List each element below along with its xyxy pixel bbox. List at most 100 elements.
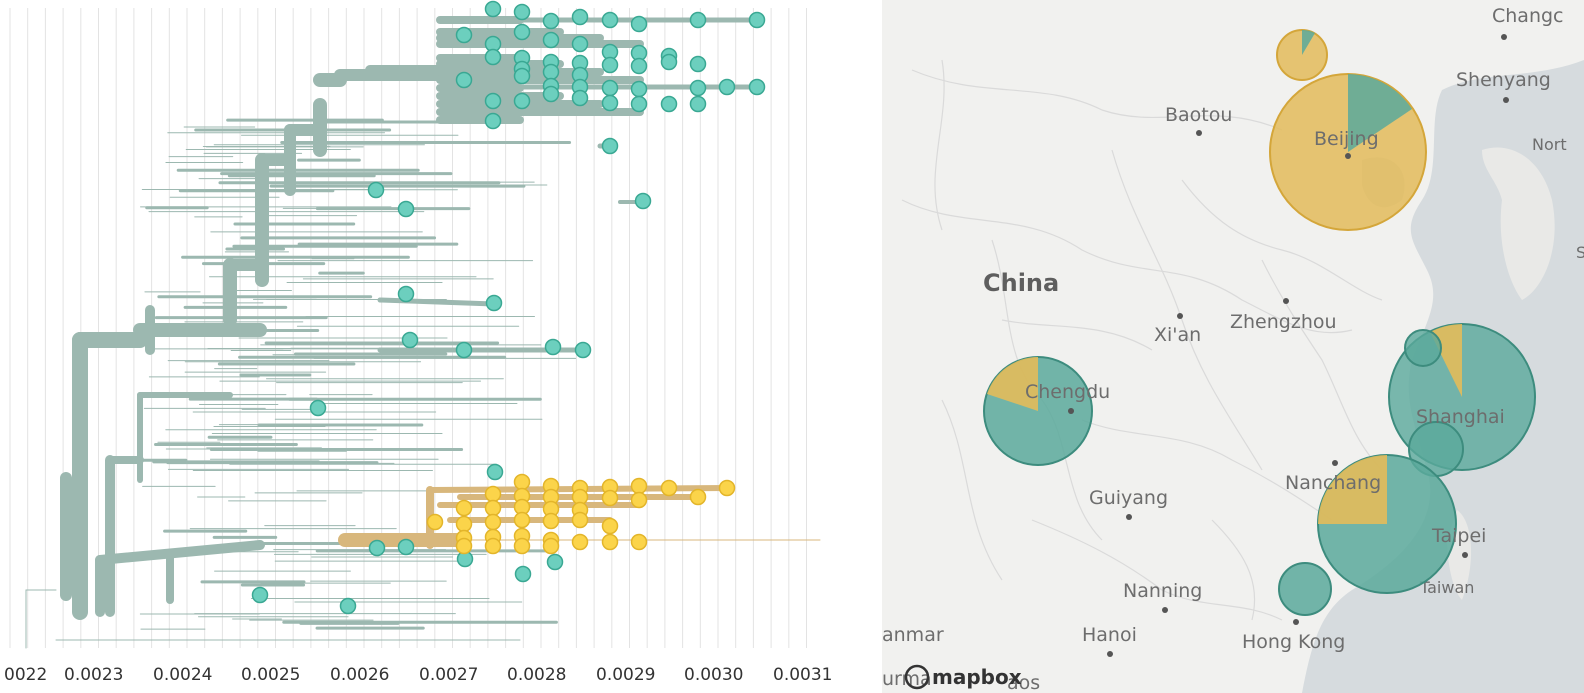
teal-tip xyxy=(748,11,766,29)
city-label: Shanghai xyxy=(1416,406,1505,428)
axis-tick: 0.0028 xyxy=(507,665,566,685)
yellow-tip xyxy=(601,489,619,507)
yellow-tip xyxy=(484,485,502,503)
city-label: Hanoi xyxy=(1082,624,1137,646)
yellow-tip xyxy=(571,511,589,529)
teal-tip xyxy=(689,11,707,29)
yellow-tip xyxy=(660,479,678,497)
yellow-tip xyxy=(542,537,560,555)
city-label: anmar xyxy=(882,624,944,646)
teal-tip xyxy=(484,0,502,18)
teal-tip xyxy=(544,338,562,356)
teal-tip xyxy=(397,200,415,218)
pie-north-small[interactable] xyxy=(1276,29,1328,81)
teal-tip xyxy=(571,89,589,107)
city-label: Taipei xyxy=(1431,525,1486,547)
axis-tick: 0.0026 xyxy=(330,665,389,685)
teal-tip xyxy=(546,553,564,571)
teal-tip xyxy=(455,341,473,359)
yellow-tip xyxy=(601,517,619,535)
mapbox-logo-text: mapbox xyxy=(932,665,1022,689)
land-korea xyxy=(1482,147,1555,300)
map-panel[interactable]: Changc Shenyang Nort Baotou China Xi'an … xyxy=(882,0,1584,693)
axis-tick: 0.0030 xyxy=(684,665,743,685)
teal-tip xyxy=(634,192,652,210)
teal-tip xyxy=(574,341,592,359)
city-label: Nanning xyxy=(1123,580,1202,602)
yellow-tip xyxy=(601,533,619,551)
yellow-tip xyxy=(484,513,502,531)
city-label: S xyxy=(1576,243,1584,262)
teal-tip xyxy=(486,463,504,481)
axis-tick: 0.0024 xyxy=(153,665,212,685)
city-label: Zhengzhou xyxy=(1230,311,1337,333)
city-label: Beijing xyxy=(1314,128,1379,150)
teal-tip xyxy=(571,8,589,26)
city-label: Shenyang xyxy=(1456,69,1551,91)
teal-tip xyxy=(630,57,648,75)
tree-tips xyxy=(251,0,766,615)
tree-branch xyxy=(95,540,265,565)
yellow-tip xyxy=(426,513,444,531)
teal-tip xyxy=(601,137,619,155)
yellow-tip xyxy=(513,511,531,529)
pie-beijing[interactable] xyxy=(1269,73,1427,231)
yellow-tip xyxy=(571,533,589,551)
yellow-tip xyxy=(513,473,531,491)
teal-tip xyxy=(601,56,619,74)
teal-tip xyxy=(689,55,707,73)
teal-tip xyxy=(718,78,736,96)
map[interactable]: Changc Shenyang Nort Baotou China Xi'an … xyxy=(882,0,1584,693)
axis-tick: 0.0029 xyxy=(596,665,655,685)
axis-tick: 0.0027 xyxy=(419,665,478,685)
yellow-tip xyxy=(689,488,707,506)
country-label: China xyxy=(983,269,1059,297)
city-dot xyxy=(1068,408,1074,414)
teal-tip xyxy=(513,67,531,85)
teal-tip xyxy=(514,565,532,583)
pie-small-marker[interactable] xyxy=(1404,329,1442,367)
province-borders xyxy=(901,59,1383,621)
teal-tip xyxy=(630,80,648,98)
teal-tip xyxy=(513,92,531,110)
teal-tip xyxy=(367,181,385,199)
teal-tip xyxy=(660,95,678,113)
teal-tip xyxy=(309,399,327,417)
teal-tip xyxy=(339,597,357,615)
teal-tip xyxy=(601,11,619,29)
axis-tick: 0.0023 xyxy=(64,665,123,685)
axis-tick: 0.0031 xyxy=(773,665,832,685)
city-dot xyxy=(1345,153,1351,159)
teal-tip xyxy=(484,112,502,130)
teal-tip xyxy=(455,26,473,44)
city-label: Taiwan xyxy=(1419,578,1474,597)
yellow-tip xyxy=(484,537,502,555)
pie-hong-kong[interactable] xyxy=(1278,562,1332,616)
city-label: Guiyang xyxy=(1089,487,1168,509)
teal-tip xyxy=(542,12,560,30)
yellow-tip xyxy=(455,537,473,555)
teal-tip xyxy=(401,331,419,349)
teal-tip xyxy=(368,539,386,557)
teal-tip xyxy=(455,71,473,89)
teal-tip xyxy=(513,3,531,21)
tree-branches xyxy=(25,16,821,649)
city-label: Xi'an xyxy=(1154,324,1201,346)
axis-tick: 0.0025 xyxy=(241,665,300,685)
teal-tip xyxy=(689,95,707,113)
yellow-tip xyxy=(630,477,648,495)
teal-tip xyxy=(397,285,415,303)
yellow-tip xyxy=(630,533,648,551)
city-label: Baotou xyxy=(1165,104,1232,126)
city-label: Hong Kong xyxy=(1242,631,1345,653)
teal-tip xyxy=(542,31,560,49)
yellow-tip xyxy=(718,479,736,497)
mapbox-logo[interactable]: mapbox xyxy=(904,664,1022,690)
teal-tip xyxy=(601,94,619,112)
pie-chengdu[interactable] xyxy=(983,356,1093,466)
pie-nanchang[interactable] xyxy=(1317,454,1457,594)
yellow-tip xyxy=(455,499,473,517)
city-label: aos xyxy=(1007,672,1040,693)
teal-tip xyxy=(601,79,619,97)
teal-tip xyxy=(251,586,269,604)
